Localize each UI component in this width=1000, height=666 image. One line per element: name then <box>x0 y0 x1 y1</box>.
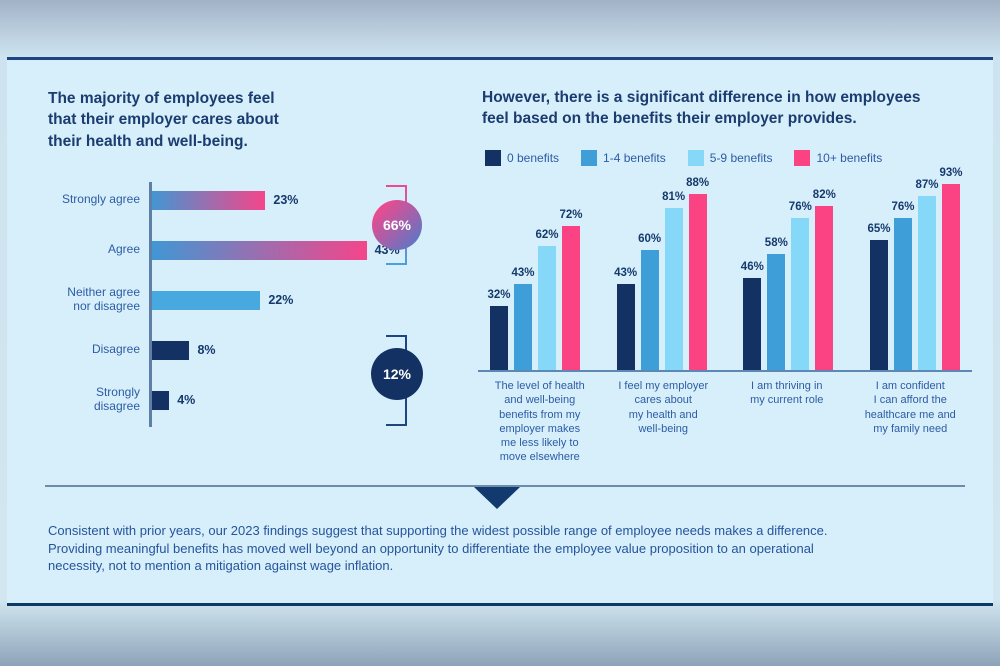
left-chart-axis <box>149 182 152 427</box>
vbar-group: 46% 58% 76% 82% <box>741 189 836 370</box>
hbar-label: Neither agree nor disagree <box>67 285 140 313</box>
category-label: I feel my employer cares about my health… <box>618 380 709 435</box>
vbar-value: 46% <box>740 261 764 273</box>
vbar-value: 62% <box>535 229 559 241</box>
hbar-row: Strongly disagree 4% <box>48 375 393 425</box>
hbar-label: Strongly disagree <box>93 385 140 413</box>
agreement-bar-chart: Strongly agree 23% Agree 43% Neither agree n… <box>48 175 400 427</box>
bottom2box-badge: 12% <box>371 348 423 400</box>
legend-item: 1-4 benefits <box>581 150 666 166</box>
category-label: I am thriving in my current role <box>750 380 824 407</box>
vbar: 76% <box>789 201 812 370</box>
vbar: 93% <box>939 167 962 370</box>
vbar-value: 88% <box>686 177 710 189</box>
agreement-bar-rows: Strongly agree 23% Agree 43% Neither agree n… <box>48 175 400 425</box>
vbar: 43% <box>614 267 637 370</box>
hbar <box>149 340 190 360</box>
vbar: 88% <box>686 177 709 370</box>
hbar <box>149 240 367 260</box>
legend-swatch <box>687 150 704 166</box>
vbar-group: 65% 76% 87% 93% <box>867 167 962 370</box>
legend-swatch <box>581 150 598 166</box>
legend-label: 5-9 benefits <box>709 151 773 165</box>
vbar-value: 72% <box>559 209 583 221</box>
vbar-value: 87% <box>915 179 939 191</box>
hbar-row: Strongly agree 23% <box>48 175 393 225</box>
top2box-value: 66% <box>382 217 412 233</box>
vbar: 60% <box>638 233 661 370</box>
benefits-grouped-bar-chart: 32% 43% 62% 72% 43% 60% 81% 88% 46% 58% 76% 82% 65% 7… <box>478 164 972 372</box>
hbar <box>149 390 170 410</box>
legend-label: 10+ benefits <box>816 151 883 165</box>
vbar-value: 82% <box>812 189 836 201</box>
vbar-group: 32% 43% 62% 72% <box>487 209 583 370</box>
section-divider-line <box>45 485 965 487</box>
benefits-legend: 0 benefits 1-4 benefits 5-9 benefits 10+ be… <box>485 150 882 166</box>
legend-label: 0 benefits <box>507 151 560 165</box>
vbar-group: 43% 60% 81% 88% <box>614 177 709 370</box>
vbar-value: 43% <box>511 267 535 279</box>
vbar-value: 43% <box>614 267 638 279</box>
hbar <box>149 290 261 310</box>
category-label: I am confident I can afford the healthca… <box>864 380 956 435</box>
vbar: 76% <box>891 201 914 370</box>
vbar-value: 60% <box>638 233 662 245</box>
hbar-value: 22% <box>268 293 294 307</box>
hbar-value: 8% <box>197 343 216 357</box>
hbar-row: Agree 43% <box>48 225 400 275</box>
right-chart-title: However, there is a significant differen… <box>482 89 921 128</box>
hbar-value: 23% <box>273 193 299 207</box>
vbar: 46% <box>741 261 764 370</box>
left-chart-title: The majority of employees feel that thei… <box>48 90 279 150</box>
hbar-track: 4% <box>149 390 393 410</box>
benefits-category-labels: The level of health and well-being benef… <box>478 379 972 465</box>
hbar-label: Agree <box>107 242 140 257</box>
vbar: 81% <box>662 191 685 370</box>
hbar-track: 8% <box>149 340 393 360</box>
legend-label: 1-4 benefits <box>603 151 666 165</box>
summary-paragraph: Consistent with prior years, our 2023 fi… <box>48 523 828 574</box>
top2box-badge: 66% <box>372 200 422 250</box>
hbar-value: 4% <box>177 393 196 407</box>
vbar-value: 93% <box>939 167 963 179</box>
vbar: 43% <box>511 267 535 370</box>
hbar-row: Disagree 8% <box>48 325 393 375</box>
legend-item: 5-9 benefits <box>687 150 773 166</box>
vbar: 65% <box>867 223 890 370</box>
vbar-value: 81% <box>662 191 686 203</box>
vbar-value: 58% <box>764 237 788 249</box>
vbar: 72% <box>559 209 583 370</box>
down-arrow-icon <box>474 487 520 509</box>
legend-swatch <box>485 150 501 166</box>
vbar-value: 65% <box>867 223 891 235</box>
hbar-track: 43% <box>149 240 400 260</box>
category-label: The level of health and well-being benef… <box>494 380 585 464</box>
vbar-value: 76% <box>788 201 812 213</box>
bottom2box-value: 12% <box>382 366 412 382</box>
vbar: 82% <box>813 189 836 370</box>
hbar-track: 22% <box>149 290 393 310</box>
infographic-card: The majority of employees feel that thei… <box>7 57 993 606</box>
vbar: 62% <box>535 229 559 370</box>
vbar: 87% <box>915 179 938 370</box>
vbar-value: 76% <box>891 201 915 213</box>
legend-item: 10+ benefits <box>794 150 882 166</box>
hbar-track: 23% <box>149 190 393 210</box>
hbar-label: Strongly agree <box>61 192 140 207</box>
hbar-label: Disagree <box>91 342 140 357</box>
vbar: 58% <box>765 237 788 370</box>
legend-item: 0 benefits <box>485 150 559 166</box>
vbar-value: 32% <box>487 289 511 301</box>
hbar-row: Neither agree nor disagree 22% <box>48 275 393 325</box>
legend-swatch <box>794 150 811 166</box>
hbar <box>149 190 266 210</box>
vbar: 32% <box>487 289 511 370</box>
